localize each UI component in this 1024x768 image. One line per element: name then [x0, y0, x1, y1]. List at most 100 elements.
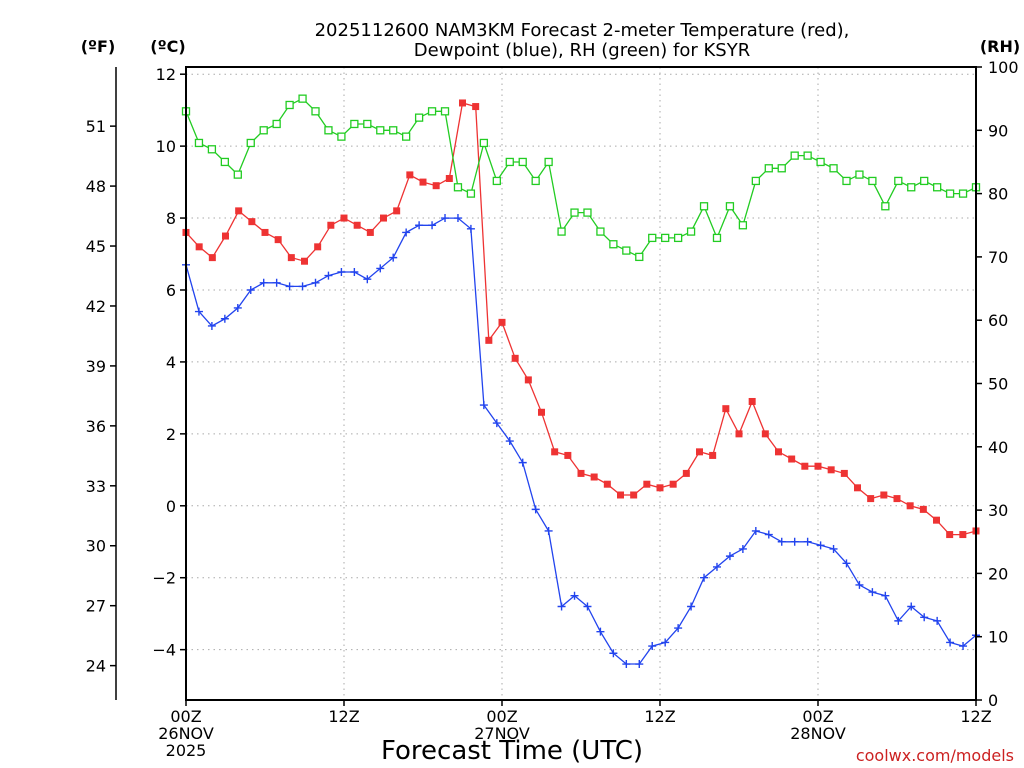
dewpoint-point [298, 282, 307, 291]
rh-point [337, 132, 346, 141]
rh-point [958, 189, 968, 198]
rh-tick-label: 50 [988, 375, 1008, 394]
2-meter-temperature-point [630, 491, 638, 499]
time-tick-label: 27NOV [474, 724, 530, 743]
dewpoint-point [959, 642, 968, 651]
dewpoint-point [674, 624, 683, 633]
dewpoint-point [933, 616, 942, 625]
rh-point [414, 113, 424, 122]
dewpoint-line [185, 217, 977, 665]
fahrenheit-tick-label: 27 [86, 597, 106, 616]
rh-point [712, 233, 722, 243]
2-meter-temperature-point [380, 214, 387, 222]
dewpoint-point [946, 638, 955, 647]
time-tick-label: 12Z [644, 707, 675, 726]
2-meter-temperature-point [880, 491, 888, 499]
2-meter-temperature-point [669, 480, 677, 488]
2-meter-temperature-point [867, 495, 875, 503]
2-meter-temperature-point [366, 228, 374, 236]
rh-point [842, 176, 851, 186]
2-meter-temperature-line [185, 102, 977, 536]
source-credit: coolwx.com/models [856, 746, 1014, 765]
dewpoint-point [453, 214, 462, 223]
fahrenheit-tick-label: 42 [86, 297, 106, 316]
rh-point [829, 164, 838, 173]
2-meter-temperature-point [959, 531, 967, 539]
dewpoint-point [777, 537, 786, 546]
rh-point [609, 240, 618, 249]
2-meter-temperature-point [682, 469, 690, 477]
2-meter-temperature-point [459, 99, 466, 107]
rh-point [557, 227, 566, 236]
rh-point [492, 176, 501, 186]
chart-title-line-2: Dewpoint (blue), RH (green) for KSYR [414, 40, 750, 61]
dewpoint-point [570, 591, 579, 600]
rh-point [816, 157, 825, 167]
dewpoint-point [751, 526, 760, 535]
time-tick-label: 00Z [802, 707, 833, 726]
dewpoint-point [816, 541, 825, 550]
2-meter-temperature-point [248, 218, 256, 226]
2-meter-temperature-point [933, 516, 940, 524]
rh-point [466, 189, 476, 198]
rh-point [907, 183, 916, 192]
2-meter-temperature-point [287, 254, 295, 262]
time-tick-label: 00Z [486, 707, 517, 726]
fahrenheit-tick-label: 24 [86, 657, 106, 676]
rh-point [699, 202, 709, 211]
rh-point [389, 126, 398, 135]
rh-point [427, 107, 437, 116]
fahrenheit-tick-label: 51 [86, 117, 106, 136]
fahrenheit-tick-label: 39 [86, 357, 106, 376]
2-meter-temperature-point [827, 466, 835, 474]
plot-frame [185, 66, 977, 701]
rh-point [207, 145, 217, 154]
2-meter-temperature-point [775, 448, 782, 456]
dewpoint-point [531, 505, 540, 514]
rh-point [518, 157, 527, 167]
dewpoint-point [855, 580, 864, 589]
rh-tick-label: 90 [988, 121, 1008, 140]
rh-point [531, 176, 540, 186]
rh-point [803, 151, 812, 160]
rh-point [686, 227, 696, 236]
time-tick-label: 12Z [960, 707, 991, 726]
time-tick-label: 28NOV [790, 724, 846, 743]
dewpoint-point [687, 602, 696, 611]
2-meter-temperature-point [498, 318, 506, 326]
2-meter-temperature-point [603, 480, 611, 488]
2-meter-temperature-point [788, 455, 796, 463]
celsius-tick-label: 10 [156, 137, 176, 156]
rh-point [272, 119, 281, 129]
dewpoint-point [350, 268, 359, 277]
rh-point [544, 157, 553, 167]
2-meter-temperature-point [195, 243, 203, 251]
rh-tick-label: 40 [988, 438, 1008, 457]
rh-point [868, 176, 877, 186]
dewpoint-point [207, 321, 216, 330]
rh-point [738, 221, 748, 230]
2-meter-temperature-point [432, 182, 440, 190]
dewpoint-point [712, 562, 721, 571]
2-meter-temperature-point [301, 257, 308, 265]
dewpoint-point [881, 591, 890, 600]
2-meter-temperature-point [406, 171, 414, 179]
dewpoint-point [272, 278, 281, 287]
2-meter-temperature-point [840, 469, 848, 477]
dewpoint-point [907, 602, 916, 611]
dewpoint-point [648, 642, 657, 651]
dewpoint-point [402, 228, 411, 237]
dewpoint-point [842, 559, 851, 568]
series-layer [181, 94, 981, 669]
2-meter-temperature-point [814, 462, 822, 470]
2-meter-temperature-point [485, 336, 493, 344]
rh-point [932, 183, 942, 192]
rh-point [570, 208, 579, 217]
fahrenheit-tick-label: 30 [86, 537, 106, 556]
2-meter-temperature-point [235, 207, 243, 215]
rh-point [764, 164, 773, 173]
rh-point [246, 138, 255, 148]
dewpoint-point [479, 401, 488, 410]
rh-point [751, 176, 760, 186]
